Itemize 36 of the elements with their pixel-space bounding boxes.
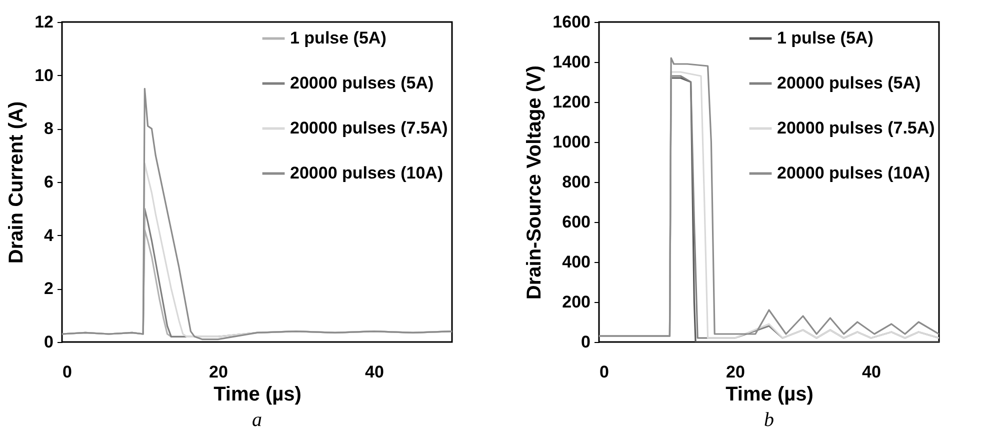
y-tick-label: 0 bbox=[581, 332, 590, 352]
y-tick-label: 1200 bbox=[552, 92, 590, 112]
y-tick-label: 12 bbox=[34, 12, 54, 32]
y-tick-label: 1400 bbox=[552, 52, 590, 72]
legend-label: 20000 pulses (10A) bbox=[777, 164, 930, 182]
y-tick-label: 1000 bbox=[552, 132, 590, 152]
legend-label: 20000 pulses (7.5A) bbox=[290, 118, 448, 138]
x-axis-title: Time (µs) bbox=[726, 384, 814, 406]
y-tick-label: 4 bbox=[44, 226, 54, 245]
x-axis-title: Time (µs) bbox=[214, 384, 302, 406]
x-tick-label: 20 bbox=[726, 362, 745, 382]
y-tick-label: 2 bbox=[44, 279, 54, 298]
legend-label: 1 pulse (5A) bbox=[290, 28, 386, 48]
legend-label: 20000 pulses (10A) bbox=[290, 164, 444, 182]
x-tick-label: 0 bbox=[62, 362, 72, 382]
legend-label: 20000 pulses (7.5A) bbox=[777, 118, 935, 138]
y-tick-label: 10 bbox=[34, 66, 54, 85]
text: a bbox=[252, 409, 262, 431]
y-tick-label: 600 bbox=[562, 212, 590, 232]
y-tick-label: 1600 bbox=[552, 12, 590, 32]
legend-label: 20000 pulses (5A) bbox=[290, 74, 434, 92]
x-tick-label: 0 bbox=[600, 362, 609, 382]
legend-label: 20000 pulses (5A) bbox=[777, 74, 921, 92]
y-tick-label: 0 bbox=[44, 332, 54, 352]
x-tick-label: 20 bbox=[209, 362, 228, 382]
y-tick-label: 200 bbox=[562, 292, 590, 312]
y-axis-title: Drain Current (A) bbox=[6, 101, 28, 264]
y-axis-title: Drain-Source Voltage (V) bbox=[524, 65, 546, 300]
text: b bbox=[764, 409, 774, 431]
x-tick-label: 40 bbox=[862, 362, 881, 382]
y-tick-label: 8 bbox=[44, 119, 54, 138]
x-tick-label: 40 bbox=[365, 362, 384, 382]
y-tick-label: 800 bbox=[562, 172, 590, 192]
y-tick-label: 400 bbox=[562, 252, 590, 272]
y-tick-label: 6 bbox=[44, 172, 54, 192]
legend-label: 1 pulse (5A) bbox=[777, 28, 874, 48]
